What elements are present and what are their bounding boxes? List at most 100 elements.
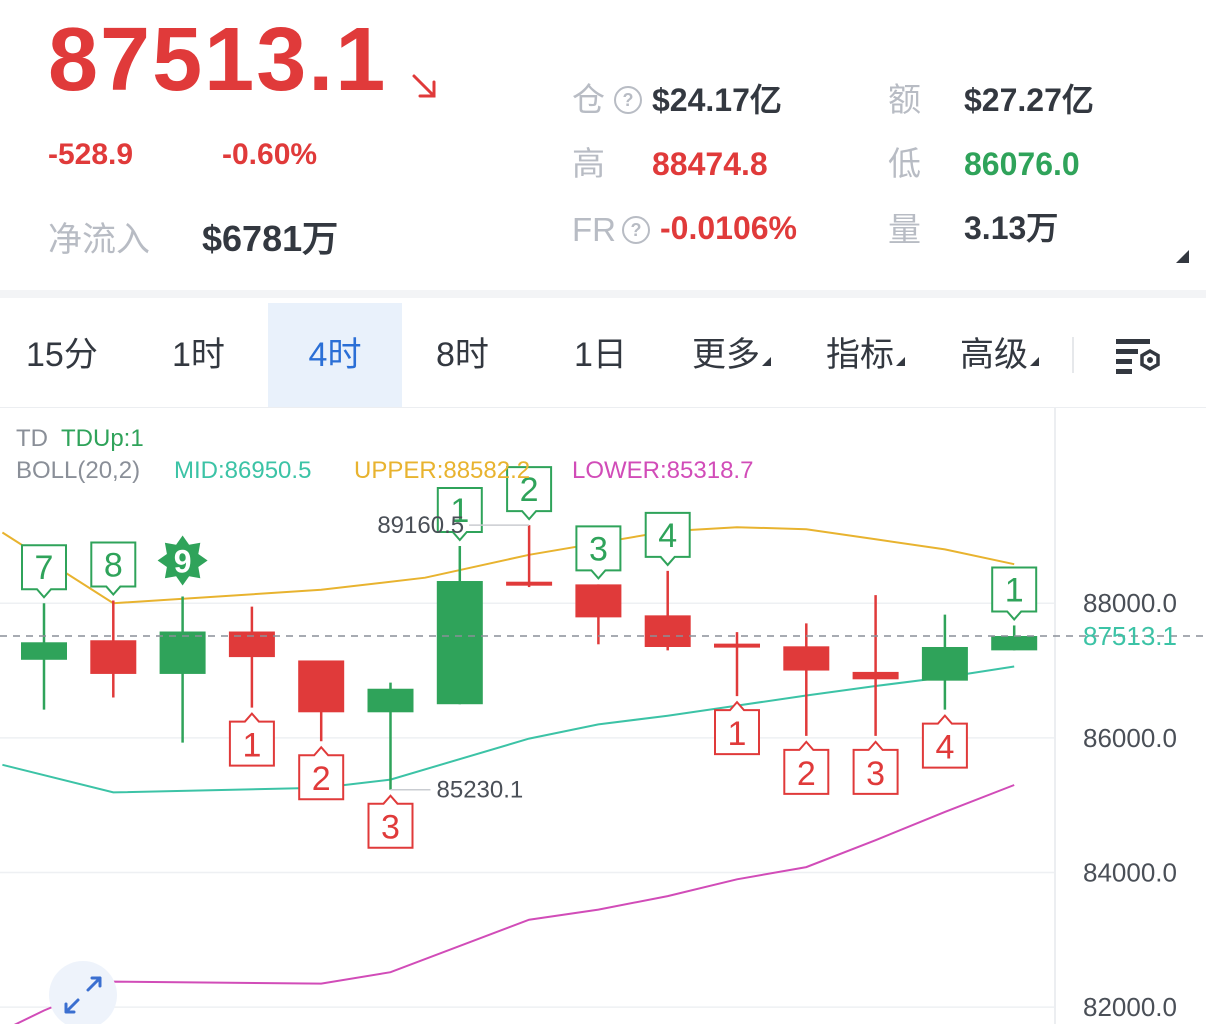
candle-body: [575, 584, 622, 618]
arrow-down-right-icon: [412, 74, 436, 98]
help-icon[interactable]: ?: [614, 86, 642, 114]
tab-more[interactable]: 更多: [692, 303, 771, 407]
turnover-label: 额: [888, 81, 921, 118]
td-box-marker: [436, 487, 483, 542]
y-tick-label: 86000.0: [1083, 723, 1177, 753]
td-box-marker: [367, 794, 414, 849]
candle-body: [852, 671, 899, 680]
td-count-label: 1: [450, 492, 469, 530]
td-count-label: 3: [589, 530, 608, 568]
last-price: 87513.1: [48, 10, 388, 110]
td-box-marker: [21, 544, 67, 599]
td-count-label: 4: [935, 729, 954, 767]
low-label: 低: [888, 145, 921, 182]
td-box-marker: [852, 740, 899, 795]
net-inflow-label: 净流入: [48, 221, 150, 259]
tab-advanced[interactable]: 高级: [960, 303, 1039, 407]
chart-settings-icon[interactable]: [1114, 335, 1164, 377]
annotation-label: 89160.5: [377, 512, 464, 539]
help-icon[interactable]: ?: [622, 216, 650, 244]
tab-4h[interactable]: 4时: [268, 303, 402, 407]
td-count-label: 1: [1005, 571, 1024, 609]
price-change: -528.9: [48, 138, 134, 171]
candle-body: [991, 636, 1038, 651]
current-price-line: 87513.1: [0, 621, 1206, 651]
current-price-label: 87513.1: [1083, 621, 1177, 651]
candle-body: [506, 581, 553, 586]
td-star-marker: [157, 535, 208, 586]
td-box-marker: [90, 541, 137, 597]
price-change-pct: -0.60%: [222, 138, 318, 171]
td-box-marker: [991, 566, 1038, 621]
volume-value: 3.13万: [964, 210, 1059, 246]
funding-rate-value: -0.0106%: [660, 210, 797, 246]
td-count-label: 3: [866, 755, 885, 793]
legend-boll-label: BOLL(20,2): [16, 457, 140, 484]
open-interest-value: $24.17亿: [652, 82, 782, 118]
candle-body: [436, 581, 483, 705]
turnover-value: $27.27亿: [964, 82, 1094, 118]
td-box-marker: [575, 525, 622, 580]
td-box-marker: [714, 700, 760, 756]
expand-icon[interactable]: [49, 961, 117, 1024]
td-box-marker: [228, 712, 275, 767]
low-value: 86076.0: [964, 146, 1080, 182]
td-box-marker: [506, 466, 553, 521]
caret-icon: [1030, 357, 1039, 366]
high-value: 88474.8: [652, 146, 768, 182]
td-count-label: 9: [174, 544, 192, 580]
y-tick-label: 84000.0: [1083, 858, 1177, 888]
candle-body: [90, 640, 137, 674]
candle-body: [298, 660, 345, 713]
volume-label: 量: [888, 211, 921, 248]
candle-body: [21, 642, 67, 660]
td-count-label: 2: [520, 471, 539, 509]
legend-td-label: TD: [16, 425, 48, 452]
caret-icon: [896, 357, 905, 366]
td-count-label: 2: [312, 760, 331, 798]
collapse-corner-icon[interactable]: [1176, 250, 1189, 263]
tab-indicators[interactable]: 指标: [826, 303, 905, 407]
td-count-label: 1: [242, 727, 261, 765]
candle-body: [644, 615, 691, 647]
candle-body: [159, 631, 206, 674]
td-count-label: 2: [797, 755, 816, 793]
funding-rate-label: FR: [572, 211, 616, 248]
candle-body: [783, 646, 830, 671]
boll-lower-line: [13, 784, 1015, 1024]
tab-15m[interactable]: 15分: [26, 336, 98, 374]
annotation-label: 85230.1: [437, 777, 524, 804]
td-count-label: 1: [728, 715, 747, 753]
tab-1h[interactable]: 1时: [172, 336, 225, 374]
timeframe-tabs: 15分 1时 4时 8时 1日 更多 指标 高级: [0, 303, 1206, 408]
legend-boll-mid: MID:86950.5: [174, 457, 311, 484]
td-count-label: 3: [381, 809, 400, 847]
tab-8h[interactable]: 8时: [436, 336, 489, 374]
td-box-marker: [298, 745, 345, 801]
grid-lines: [0, 602, 1055, 1008]
high-label: 高: [572, 145, 605, 182]
y-tick-label: 88000.0: [1083, 588, 1177, 618]
candle-body: [367, 688, 414, 713]
caret-icon: [762, 357, 771, 366]
legend-boll-upper: UPPER:88582.2: [354, 457, 530, 484]
section-divider: [0, 290, 1206, 298]
candle-body: [714, 643, 760, 648]
open-interest-label: 仓: [572, 81, 605, 118]
td-count-label: 4: [658, 517, 677, 555]
td-box-marker: [644, 511, 691, 567]
tab-1d[interactable]: 1日: [574, 336, 627, 374]
td-box-marker: [921, 714, 968, 769]
td-count-label: 7: [35, 549, 54, 587]
td-count-label: 8: [104, 547, 123, 585]
y-axis: 88000.0 86000.0 84000.0 82000.0: [1083, 588, 1177, 1022]
tab-separator: [1072, 337, 1074, 373]
price-annotations: 89160.5 85230.1: [377, 512, 530, 804]
legend-boll-lower: LOWER:85318.7: [572, 457, 753, 484]
boll-upper-line: [1, 526, 1015, 605]
legend-td-value: TDUp:1: [61, 425, 144, 452]
td-box-marker: [783, 740, 830, 795]
y-tick-label: 82000.0: [1083, 992, 1177, 1022]
kline-chart[interactable]: 88000.0 86000.0 84000.0 82000.0 7 8 9 1 2 3 1 2 3 4 1…: [0, 408, 1206, 1024]
net-inflow-value: $6781万: [202, 218, 339, 259]
